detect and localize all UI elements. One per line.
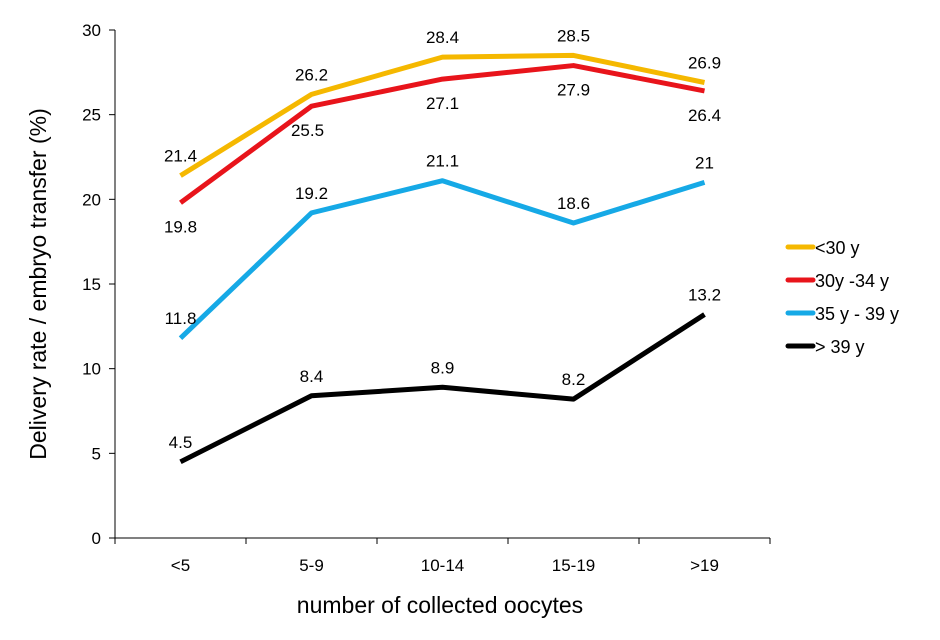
data-label: 28.5 [557, 26, 590, 45]
axes: 0 5 10 15 20 25 30 <5 5-9 10-14 15-19 >19 [82, 21, 771, 575]
x-tick-label: >19 [690, 556, 719, 575]
legend-item: > 39 y [785, 337, 865, 357]
data-labels: 21.4 26.2 28.4 28.5 26.9 19.8 25.5 27.1 27.9 26.4… [164, 26, 721, 451]
data-label: 27.1 [426, 94, 459, 113]
data-label: 18.6 [557, 194, 590, 213]
legend-label: 30y -34 y [815, 271, 889, 291]
y-tick-label: 0 [92, 529, 101, 548]
data-label: 13.2 [688, 285, 721, 304]
series-lines [178, 52, 706, 465]
data-label: 26.4 [688, 106, 721, 125]
legend-label: > 39 y [815, 337, 865, 357]
series-line [179, 312, 706, 465]
data-label: 11.8 [165, 309, 197, 328]
data-label: 19.2 [295, 184, 328, 203]
x-tick-label: <5 [171, 556, 190, 575]
y-tick-label: 30 [82, 21, 101, 40]
y-tick-label: 10 [82, 360, 101, 379]
data-label: 27.9 [557, 81, 590, 100]
legend-item: 35 y - 39 y [785, 304, 899, 324]
data-label: 19.8 [164, 218, 197, 237]
data-label: 8.9 [431, 358, 455, 377]
legend-label: 35 y - 39 y [815, 304, 899, 324]
legend-label: <30 y [815, 238, 860, 258]
data-label: 8.4 [300, 367, 324, 386]
y-tick-label: 5 [92, 444, 101, 463]
data-label: 8.2 [562, 370, 586, 389]
legend-item: 30y -34 y [785, 271, 889, 291]
x-axis-title: number of collected oocytes [297, 592, 583, 618]
data-label: 21.1 [426, 152, 459, 171]
data-label: 21.4 [164, 147, 197, 166]
x-tick-label: 5-9 [299, 556, 324, 575]
series-line [178, 178, 706, 340]
data-label: 26.2 [295, 65, 328, 84]
data-label: 4.5 [169, 433, 193, 452]
data-label: 26.9 [688, 53, 721, 72]
x-tick-label: 15-19 [552, 556, 595, 575]
data-label: 21 [695, 153, 714, 172]
y-tick-label: 25 [82, 106, 101, 125]
series-line [179, 63, 705, 205]
data-label: 28.4 [426, 28, 459, 47]
series-line [179, 52, 706, 178]
legend: <30 y 30y -34 y 35 y - 39 y > 39 y [785, 238, 899, 357]
y-tick-label: 15 [82, 275, 101, 294]
y-tick-label: 20 [82, 190, 101, 209]
x-tick-label: 10-14 [421, 556, 464, 575]
legend-item: <30 y [785, 238, 860, 258]
data-label: 25.5 [291, 121, 324, 140]
y-axis-title: Delivery rate / embryo transfer (%) [25, 108, 51, 459]
